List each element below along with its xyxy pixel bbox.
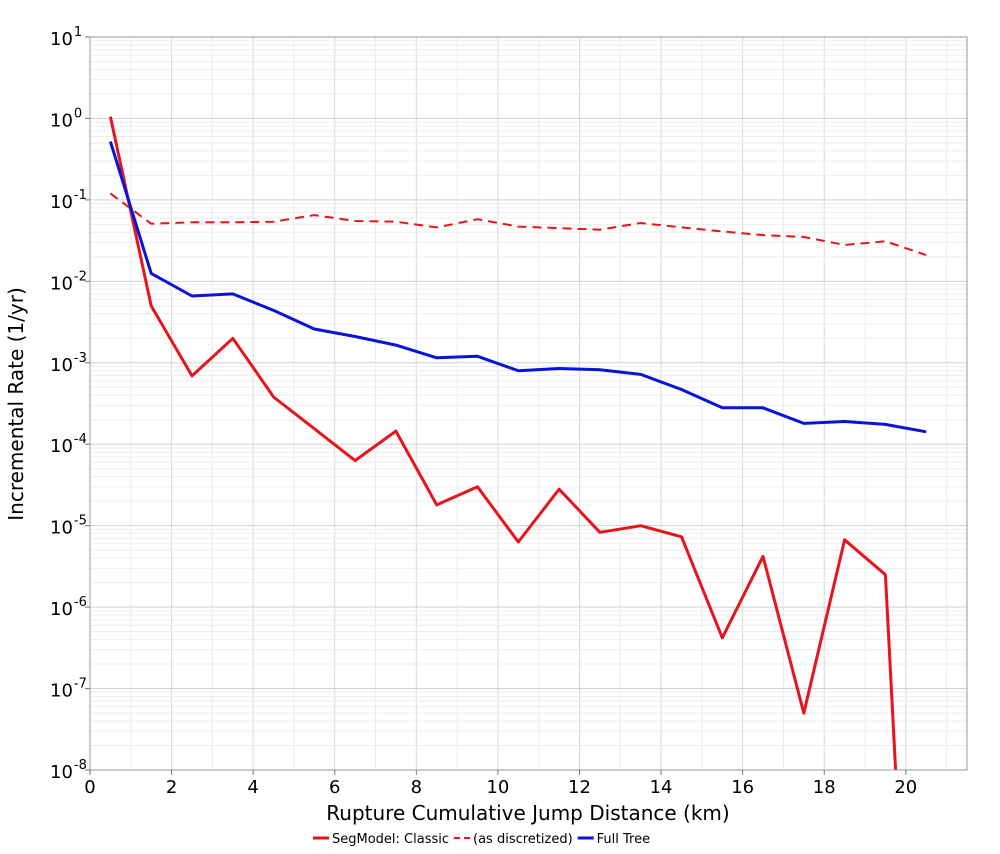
legend-label: Full Tree [597, 832, 650, 847]
x-tick-label: 14 [650, 777, 673, 798]
x-tick-label: 2 [166, 777, 177, 798]
y-tick-label: 10-4 [50, 432, 87, 457]
y-tick-label: 10-7 [50, 677, 87, 702]
series-line-1 [109, 192, 927, 257]
x-axis-ticks: 0 2 4 6 8 10 12 14 16 18 20 [84, 770, 917, 798]
series-lines [108, 116, 927, 771]
y-tick-label: 10-1 [50, 188, 87, 213]
x-tick-label: 4 [247, 777, 258, 798]
x-tick-label: 10 [486, 777, 509, 798]
y-tick-label: 101 [50, 25, 82, 50]
y-tick-label: 10-3 [50, 351, 87, 376]
y-tick-label: 10-8 [50, 758, 87, 783]
legend-label: (as discretized) [473, 832, 573, 847]
x-tick-label: 20 [894, 777, 917, 798]
x-tick-label: 12 [568, 777, 591, 798]
x-axis-title: Rupture Cumulative Jump Distance (km) [326, 801, 729, 825]
x-tick-label: 16 [731, 777, 754, 798]
y-tick-label: 10-5 [50, 514, 87, 539]
plot-area [90, 37, 967, 770]
series-line-2 [108, 141, 927, 434]
series-line-0 [108, 116, 898, 771]
x-tick-label: 0 [84, 777, 95, 798]
legend: SegModel: Classic (as discretized) Full Tr… [313, 832, 650, 847]
y-tick-label: 10-2 [50, 269, 87, 294]
y-tick-label: 100 [50, 106, 82, 131]
x-tick-label: 8 [411, 777, 422, 798]
y-axis-title: Incremental Rate (1/yr) [4, 287, 28, 520]
plot-frame [89, 36, 968, 771]
x-tick-label: 6 [329, 777, 340, 798]
y-tick-label: 10-6 [50, 595, 87, 620]
legend-label: SegModel: Classic [332, 832, 449, 847]
y-axis-ticks: 101 100 10-1 10-2 10-3 10-4 10-5 10-6 10-7 10-8 [50, 25, 90, 783]
x-tick-label: 18 [813, 777, 836, 798]
